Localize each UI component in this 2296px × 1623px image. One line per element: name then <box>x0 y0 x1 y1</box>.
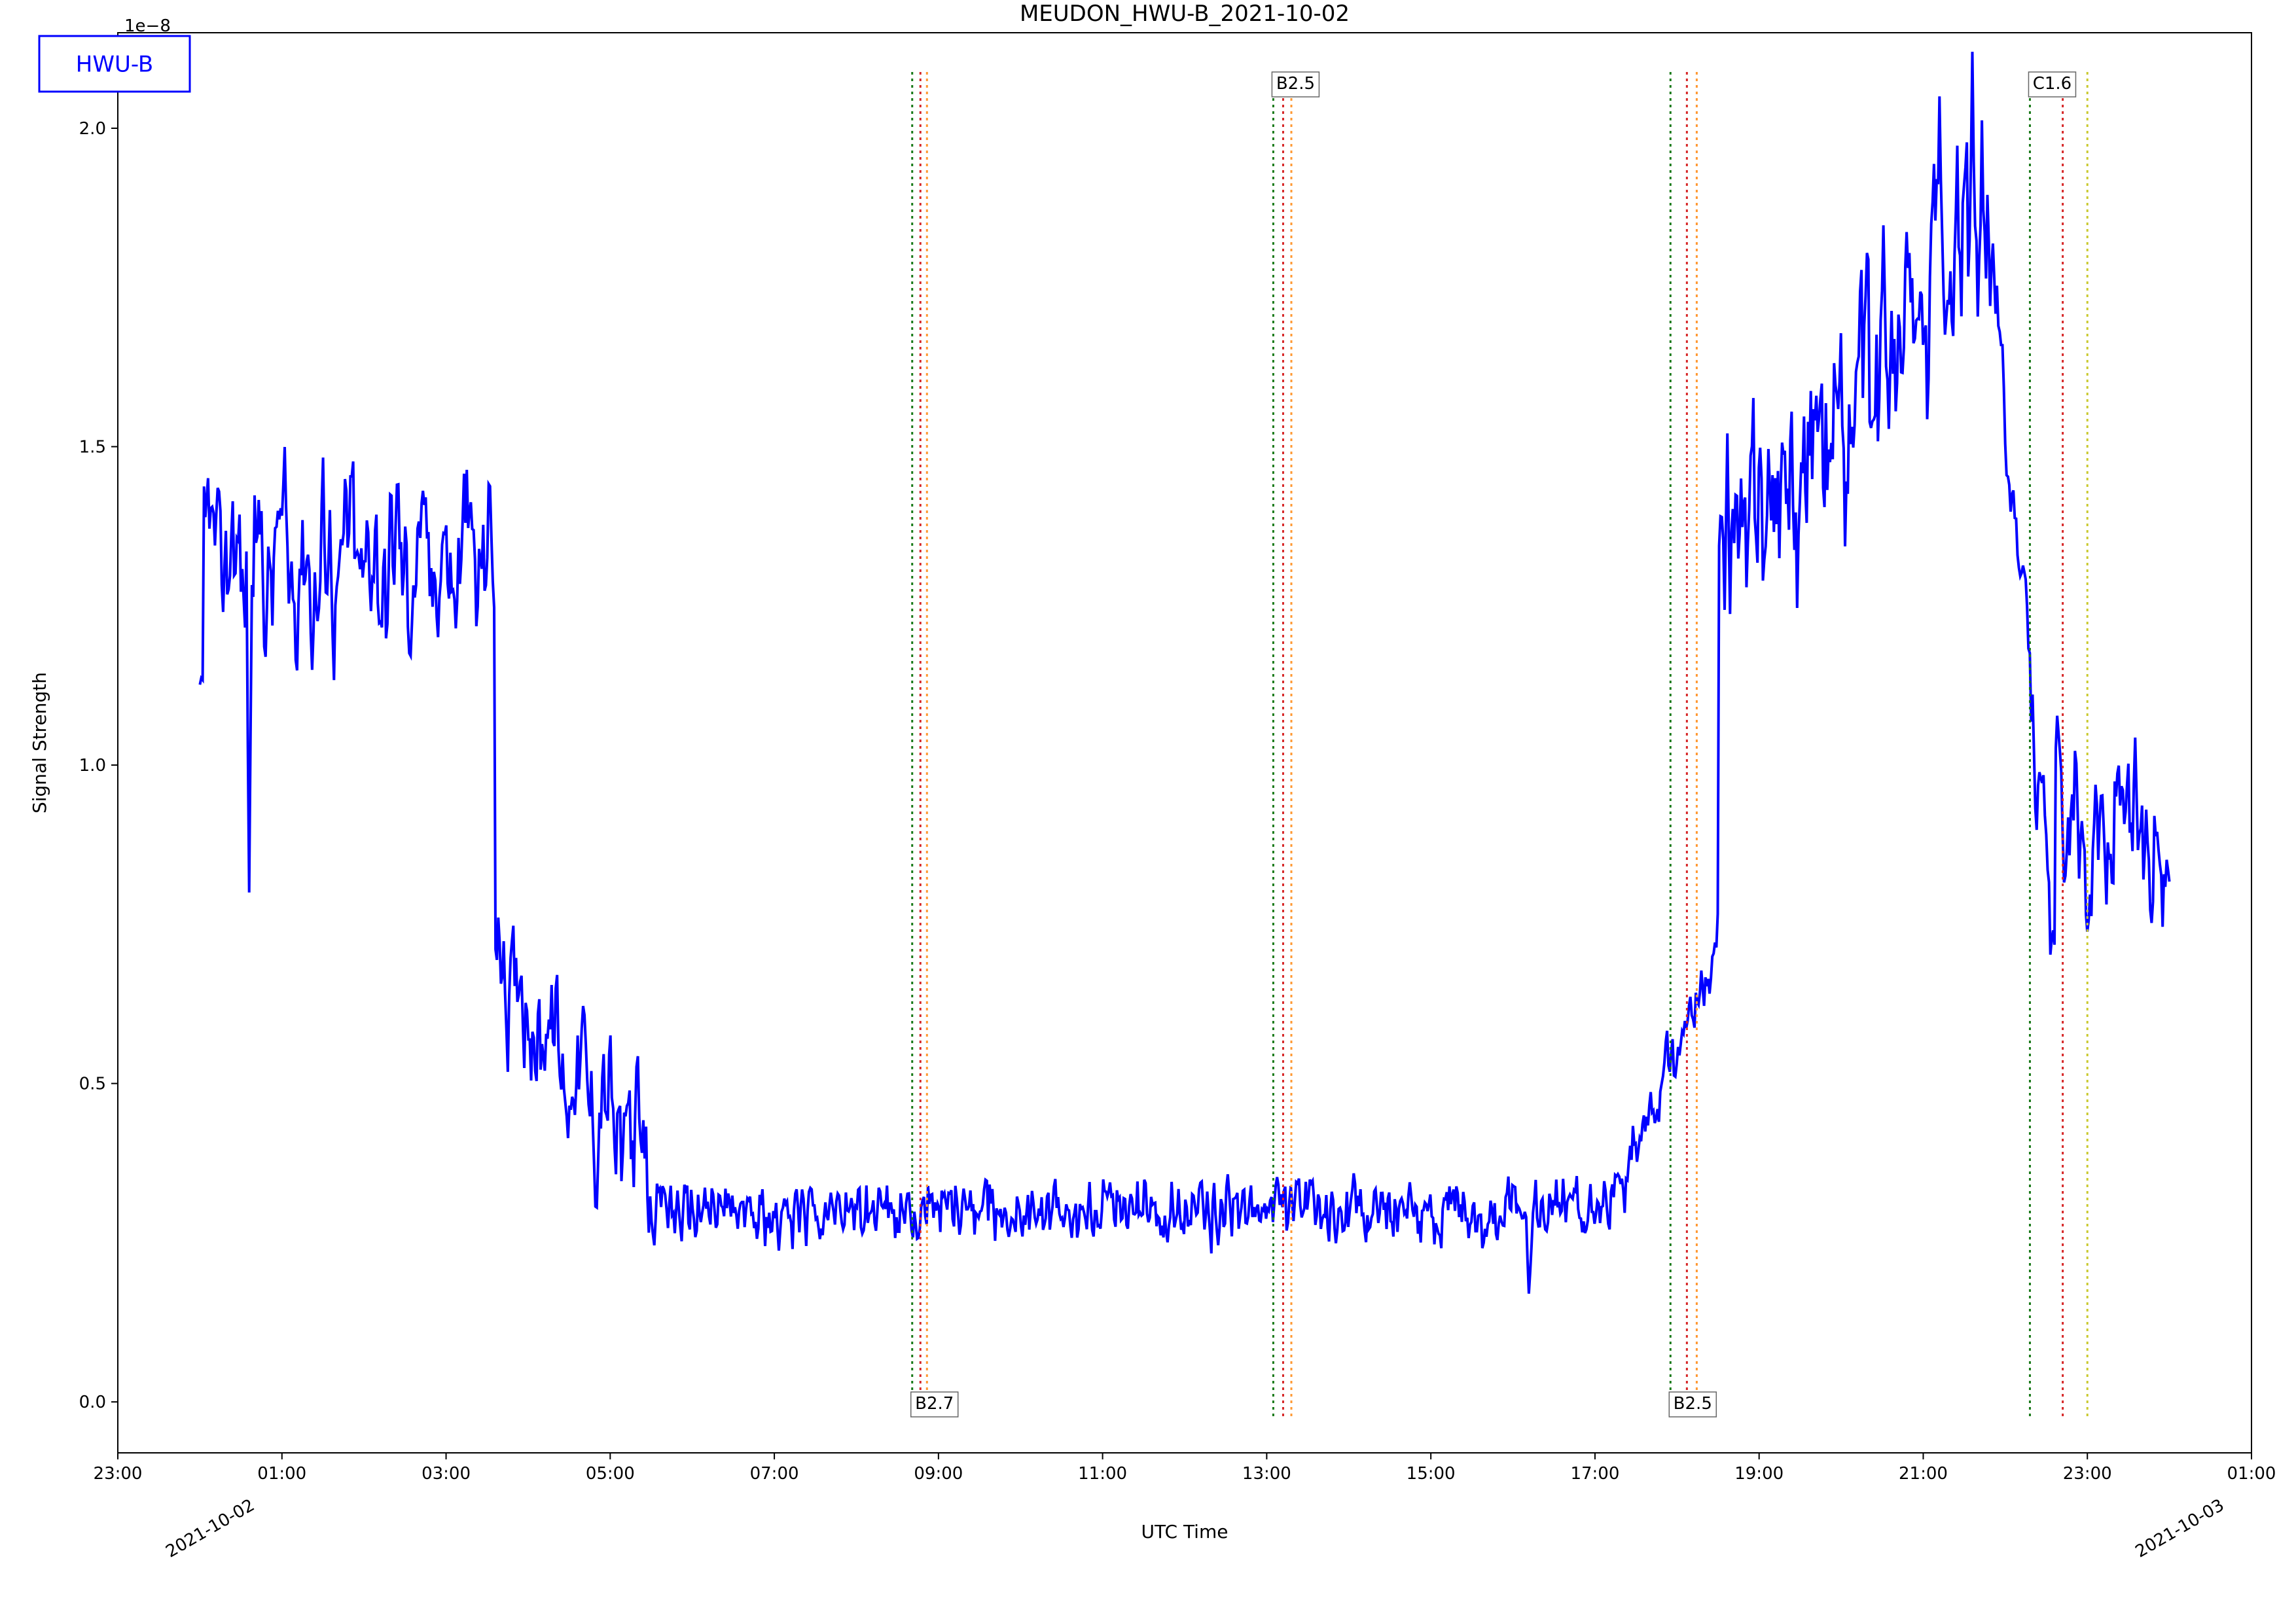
x-tick-label: 01:00 <box>2227 1464 2276 1484</box>
x-tick-label: 07:00 <box>750 1464 799 1484</box>
y-tick-label: 1.5 <box>79 438 106 457</box>
x-tick-label: 13:00 <box>1242 1464 1291 1484</box>
event-label: C1.6 <box>2033 74 2072 94</box>
event-label: B2.5 <box>1276 74 1315 94</box>
chart-title: MEUDON_HWU-B_2021-10-02 <box>1020 1 1350 27</box>
y-tick-label: 0.5 <box>79 1075 106 1094</box>
x-tick-label: 09:00 <box>914 1464 963 1484</box>
legend-text: HWU-B <box>76 52 153 78</box>
x-tick-label: 23:00 <box>94 1464 143 1484</box>
x-axis-label: UTC Time <box>1141 1521 1229 1543</box>
x-tick-label: 05:00 <box>586 1464 635 1484</box>
x-tick-label: 11:00 <box>1078 1464 1127 1484</box>
event-label: B2.7 <box>915 1394 954 1414</box>
x-tick-label: 15:00 <box>1407 1464 1456 1484</box>
signal-chart: MEUDON_HWU-B_2021-10-02 1e−8 0.0 0.5 1.0 1.5 2… <box>0 0 2296 1623</box>
event-label: B2.5 <box>1674 1394 1712 1414</box>
y-tick-label: 0.0 <box>79 1393 106 1412</box>
y-tick-label: 2.0 <box>79 119 106 139</box>
x-tick-label: 23:00 <box>2063 1464 2112 1484</box>
x-tick-label: 01:00 <box>257 1464 306 1484</box>
y-axis-label: Signal Strength <box>29 672 50 813</box>
y-tick-label: 1.0 <box>79 756 106 776</box>
x-tick-label: 19:00 <box>1734 1464 1784 1484</box>
y-exponent: 1e−8 <box>124 16 171 36</box>
x-tick-label: 17:00 <box>1570 1464 1619 1484</box>
x-tick-label: 21:00 <box>1899 1464 1948 1484</box>
x-tick-label: 03:00 <box>422 1464 471 1484</box>
